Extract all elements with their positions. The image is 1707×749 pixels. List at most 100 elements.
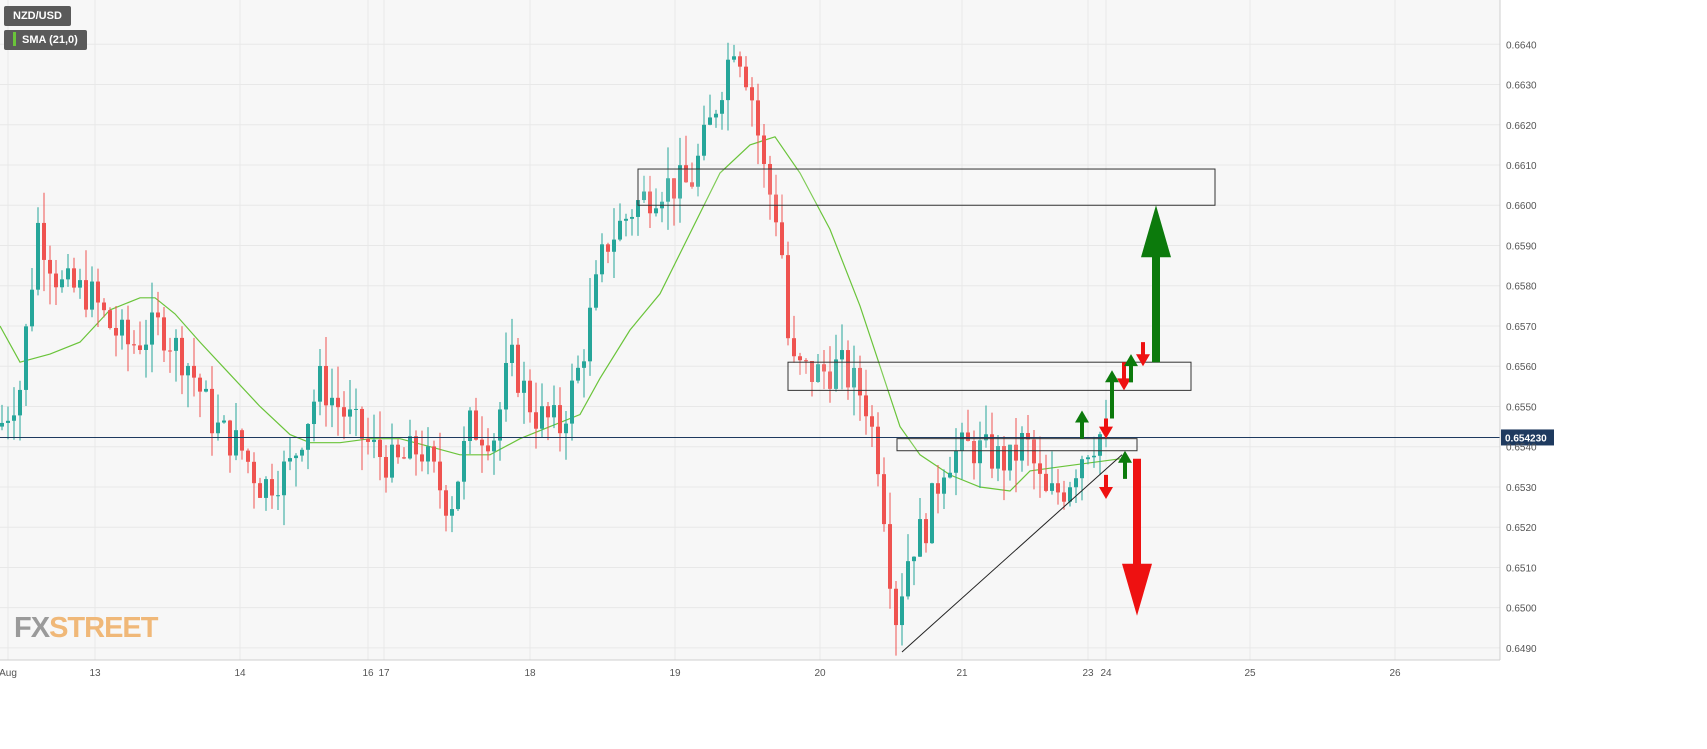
candle-body [18, 389, 22, 416]
candle-body [450, 509, 454, 516]
x-tick-label: Aug [0, 668, 17, 679]
candle-body [750, 87, 754, 101]
arrow-down [1099, 418, 1113, 439]
x-tick-label: 14 [234, 668, 246, 679]
candle-body [948, 472, 952, 478]
candle-body [294, 455, 298, 459]
candle-body [1002, 446, 1006, 471]
candle-body [588, 307, 592, 362]
candle-body [186, 365, 190, 376]
candle-body [0, 422, 4, 427]
candle-body [744, 66, 748, 88]
x-tick-label: 24 [1100, 668, 1112, 679]
y-tick-label: 0.6640 [1506, 40, 1537, 51]
candle-body [672, 178, 676, 199]
candle-body [480, 439, 484, 446]
candle-body [12, 415, 16, 421]
candle-body [732, 56, 736, 60]
zone-box [637, 168, 1216, 206]
candle-body [462, 441, 466, 482]
candle-body [102, 302, 106, 311]
candle-body [84, 280, 88, 310]
candle-body [456, 481, 460, 510]
candle-body [438, 461, 442, 491]
y-tick-label: 0.6520 [1506, 523, 1537, 534]
candle-body [1038, 463, 1042, 474]
symbol-label: NZD/USD [4, 6, 71, 26]
candle-body [648, 191, 652, 214]
candle-body [198, 377, 202, 392]
arrow-up [1141, 205, 1171, 363]
axis-layer: 0.6490 0.6500 0.6510 0.6520 0.6530 0.6540 0.65… [0, 0, 1537, 679]
candle-body [696, 155, 700, 187]
sma-layer [0, 136, 1121, 492]
candle-body [756, 100, 760, 136]
sma-legend-label: SMA (21,0) [4, 30, 87, 50]
candle-body [1098, 434, 1102, 456]
candle-body [612, 239, 616, 252]
x-tick-label: 25 [1244, 668, 1256, 679]
candle-body [864, 395, 868, 417]
candle-body [570, 380, 574, 424]
candle-body [1092, 455, 1096, 458]
candle-body [324, 365, 328, 406]
candle-body [582, 361, 586, 368]
candle-body [486, 445, 490, 452]
x-tick-label: 17 [378, 668, 390, 679]
candle-body [78, 280, 82, 288]
candle-body [684, 165, 688, 183]
candle-body [606, 244, 610, 252]
grid-layer [0, 0, 1500, 660]
candle-body [24, 326, 28, 390]
candle-body [72, 268, 76, 288]
overlay-layer: 0.654230 [0, 168, 1554, 653]
x-tick-label: 18 [524, 668, 536, 679]
candle-body [444, 490, 448, 516]
y-tick-label: 0.6510 [1506, 563, 1537, 574]
candle-body [726, 59, 730, 101]
candle-body [738, 56, 742, 67]
arrow-down [1117, 362, 1131, 391]
candle-body [180, 337, 184, 376]
candle-body [840, 350, 844, 360]
candle-body [234, 430, 238, 456]
candle-body [528, 380, 532, 413]
candle-body [522, 380, 526, 393]
candle-body [222, 420, 226, 423]
sma-line [0, 136, 1121, 492]
y-tick-label: 0.6550 [1506, 402, 1537, 413]
candle-body [474, 410, 478, 440]
candle-body [66, 268, 70, 280]
candle-layer [0, 42, 1108, 656]
candle-body [276, 495, 280, 497]
candle-body [60, 279, 64, 288]
candle-body [924, 519, 928, 544]
candle-body [6, 420, 10, 423]
candle-body [414, 436, 418, 455]
candle-body [990, 434, 994, 469]
candle-body [666, 178, 670, 202]
candle-body [1074, 478, 1078, 488]
candle-body [792, 338, 796, 357]
candle-body [114, 327, 118, 336]
candle-body [384, 457, 388, 478]
candle-body [48, 259, 52, 274]
current-price-tag [1501, 429, 1554, 446]
candle-body [678, 165, 682, 199]
candle-body [426, 446, 430, 462]
y-tick-label: 0.6620 [1506, 121, 1537, 132]
candle-body [516, 344, 520, 393]
arrow-up [1124, 354, 1138, 383]
candle-body [708, 117, 712, 125]
candle-body [96, 281, 100, 303]
candle-body [690, 182, 694, 187]
candle-body [126, 319, 130, 345]
candle-body [246, 450, 250, 462]
candle-body [510, 344, 514, 363]
symbol-text: NZD/USD [13, 10, 62, 22]
candle-body [654, 208, 658, 214]
logo-street: STREET [49, 612, 158, 644]
candle-body [942, 477, 946, 494]
candle-body [168, 350, 172, 352]
